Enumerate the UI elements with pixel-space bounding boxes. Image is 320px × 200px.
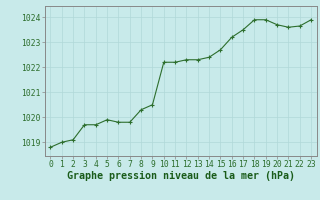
X-axis label: Graphe pression niveau de la mer (hPa): Graphe pression niveau de la mer (hPa) (67, 171, 295, 181)
